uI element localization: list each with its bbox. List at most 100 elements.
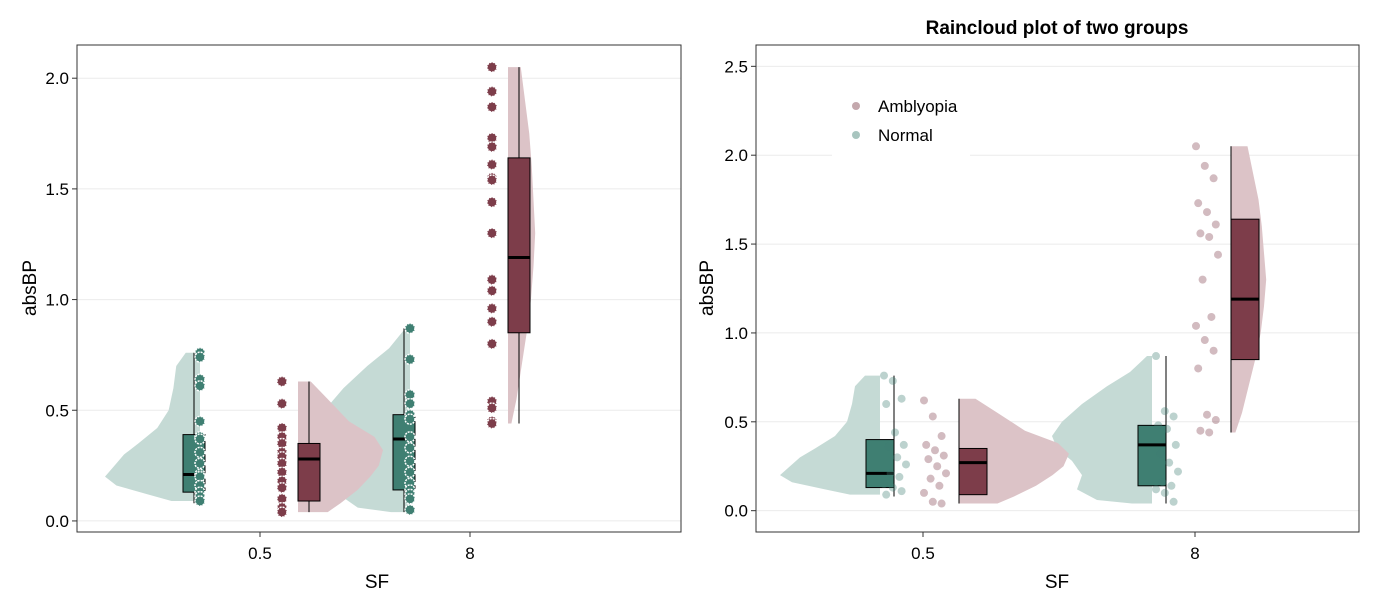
normal-box	[865, 439, 895, 489]
amblyopia-data-point	[922, 440, 931, 449]
y-tick-label: 0.0	[45, 512, 69, 531]
y-tick-label: 0.5	[45, 401, 69, 420]
legend-label-amblyopia: Amblyopia	[878, 97, 958, 116]
normal-data-point	[194, 495, 206, 507]
normal-data-point	[897, 487, 906, 496]
normal-data-point	[888, 376, 897, 385]
left-y-axis-label: absBP	[20, 260, 41, 316]
y-tick-label: 0.0	[724, 502, 748, 521]
normal-data-point	[1154, 421, 1163, 430]
amblyopia-data-point	[942, 469, 950, 478]
normal-data-point	[884, 442, 893, 451]
legend-box	[832, 92, 970, 158]
normal-data-point	[404, 397, 416, 410]
x-tick-label: 0.5	[911, 544, 935, 563]
amblyopia-data-point	[486, 302, 498, 315]
amblyopia-data-point	[276, 375, 288, 388]
amblyopia-data-point	[1196, 229, 1205, 238]
amblyopia-data-point	[933, 462, 942, 471]
normal-data-point	[1156, 449, 1165, 458]
y-tick-label: 2.5	[724, 57, 748, 76]
normal-data-point	[891, 428, 899, 437]
y-tick-label: 2.0	[45, 69, 69, 88]
normal-data-point	[888, 483, 897, 492]
amblyopia-data-point	[486, 174, 498, 186]
normal-data-point	[1152, 352, 1160, 361]
amblyopia-data-point	[1209, 174, 1218, 183]
normal-data-point	[194, 433, 206, 445]
normal-data-point	[194, 380, 206, 392]
normal-data-point	[882, 490, 891, 499]
amblyopia-data-point	[931, 446, 939, 455]
normal-data-point	[194, 351, 206, 363]
amblyopia-data-point	[924, 455, 933, 464]
normal-cloud	[105, 352, 200, 502]
y-tick-label: 1.0	[724, 324, 748, 343]
normal-data-point	[899, 440, 908, 449]
normal-data-point	[404, 466, 416, 478]
amblyopia-data-point	[928, 412, 937, 421]
amblyopia-data-point	[1203, 208, 1211, 217]
amblyopia-data-point	[1211, 416, 1220, 425]
amblyopia-data-point	[486, 417, 498, 430]
right-x-axis-label: SF	[1045, 572, 1069, 593]
y-tick-label: 2.0	[724, 146, 748, 165]
x-tick-label: 8	[465, 544, 474, 563]
amblyopia-data-point	[920, 488, 928, 497]
amblyopia-box	[507, 157, 531, 334]
amblyopia-data-point	[486, 315, 498, 328]
right-raincloud-panel: Raincloud plot of two groups absBP SF 0.…	[697, 18, 1360, 593]
normal-data-point	[880, 480, 888, 489]
amblyopia-data-point	[1203, 410, 1211, 419]
amblyopia-data-point	[486, 61, 498, 73]
amblyopia-data-point	[486, 338, 498, 350]
normal-data-point	[1169, 412, 1178, 421]
y-tick-label: 1.0	[45, 291, 69, 310]
amblyopia-data-point	[486, 402, 498, 414]
x-tick-label: 0.5	[248, 544, 272, 563]
normal-data-point	[194, 415, 206, 428]
plot-frame	[755, 44, 1360, 533]
amblyopia-data-point	[1196, 426, 1205, 435]
amblyopia-data-point	[1207, 312, 1216, 321]
normal-data-point	[897, 394, 906, 403]
left-raincloud-panel: absBP SF 0.0 0.5 1.0 1.5 2.0 0.5 8	[20, 44, 682, 593]
normal-data-point	[902, 460, 910, 469]
amblyopia-data-point	[486, 273, 498, 286]
normal-data-point	[1165, 458, 1174, 467]
amblyopia-data-point	[1205, 428, 1214, 437]
normal-data-point	[194, 457, 206, 470]
amblyopia-data-point	[937, 499, 946, 508]
amblyopia-data-point	[1192, 321, 1200, 330]
amblyopia-box	[958, 447, 988, 496]
normal-data-point	[880, 371, 888, 380]
x-tick-label: 8	[1190, 544, 1199, 563]
amblyopia-data-point	[1209, 346, 1218, 355]
amblyopia-data-point	[926, 474, 935, 483]
normal-data-point	[404, 442, 416, 454]
normal-data-point	[1158, 478, 1167, 487]
amblyopia-data-point	[939, 451, 948, 460]
normal-data-point	[404, 413, 416, 425]
legend-marker-normal	[852, 131, 860, 139]
normal-data-point	[1171, 440, 1180, 449]
legend-label-normal: Normal	[878, 126, 933, 145]
amblyopia-data-point	[1194, 364, 1203, 373]
amblyopia-data-point	[1200, 336, 1209, 345]
normal-data-point	[404, 322, 416, 335]
normal-data-point	[1167, 481, 1176, 490]
y-tick-label: 1.5	[45, 180, 69, 199]
normal-data-point	[895, 472, 904, 481]
amblyopia-data-point	[937, 432, 946, 441]
normal-data-point	[1160, 407, 1169, 416]
normal-cloud	[780, 375, 880, 495]
normal-data-point	[194, 446, 206, 459]
normal-data-point	[886, 469, 895, 478]
amblyopia-box	[1230, 218, 1260, 361]
amblyopia-data-point	[1194, 199, 1203, 208]
amblyopia-data-point	[1214, 250, 1222, 259]
amblyopia-data-point	[1205, 232, 1214, 241]
normal-data-point	[404, 455, 416, 467]
legend: Amblyopia Normal	[832, 92, 970, 158]
